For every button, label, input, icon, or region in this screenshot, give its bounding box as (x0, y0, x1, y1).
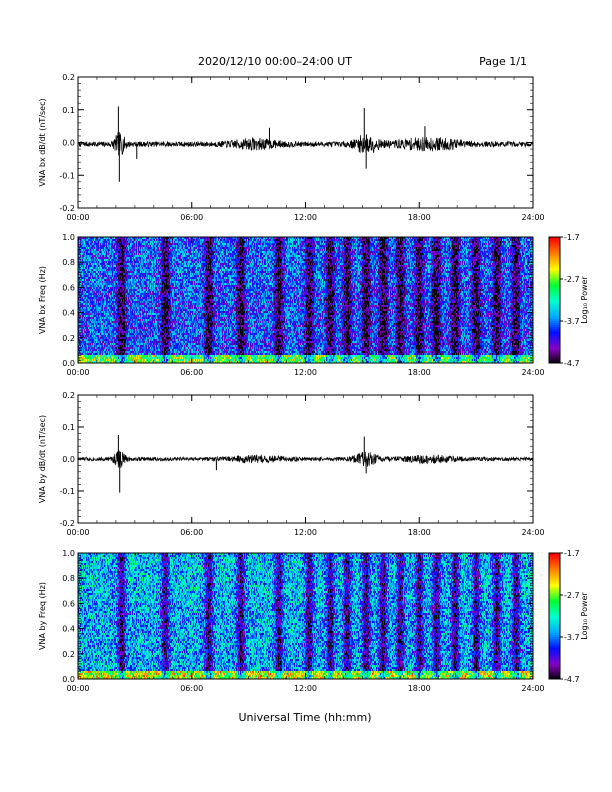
panels: 0.2 0.1 0.0 -0.1 -0.200:00 06:00 12:00 18:00 24:… (38, 73, 589, 693)
y-tick-label: -0.1 (59, 171, 75, 180)
x-tick-label: 06:00 (180, 213, 203, 222)
spectrogram-cells (78, 237, 533, 363)
x-tick-label: 00:00 (66, 213, 89, 222)
y-tick-label: -0.2 (59, 204, 75, 213)
x-tick-label: 12:00 (294, 213, 317, 222)
x-axis-label: Universal Time (hh:mm) (239, 711, 372, 724)
panel-1-axes: 0.2 0.1 0.0 -0.1 -0.200:00 06:00 12:00 18:00 24:… (38, 73, 545, 222)
series-trace (78, 132, 533, 155)
y-tick-label: 0.1 (62, 106, 75, 115)
page-number: Page 1/1 (479, 55, 527, 68)
x-tick-label: 18:00 (408, 213, 431, 222)
x-tick-label: 24:00 (521, 213, 544, 222)
y-axis-label: VNA bx dB/dt (nT/sec) (38, 98, 47, 186)
y-tick-label: 0.2 (62, 73, 75, 82)
figure: 2020/12/10 00:00–24:00 UT Page 1/1 Unive… (0, 0, 612, 792)
y-tick-label: 0.0 (62, 139, 75, 148)
figure-title: 2020/12/10 00:00–24:00 UT (198, 55, 352, 68)
